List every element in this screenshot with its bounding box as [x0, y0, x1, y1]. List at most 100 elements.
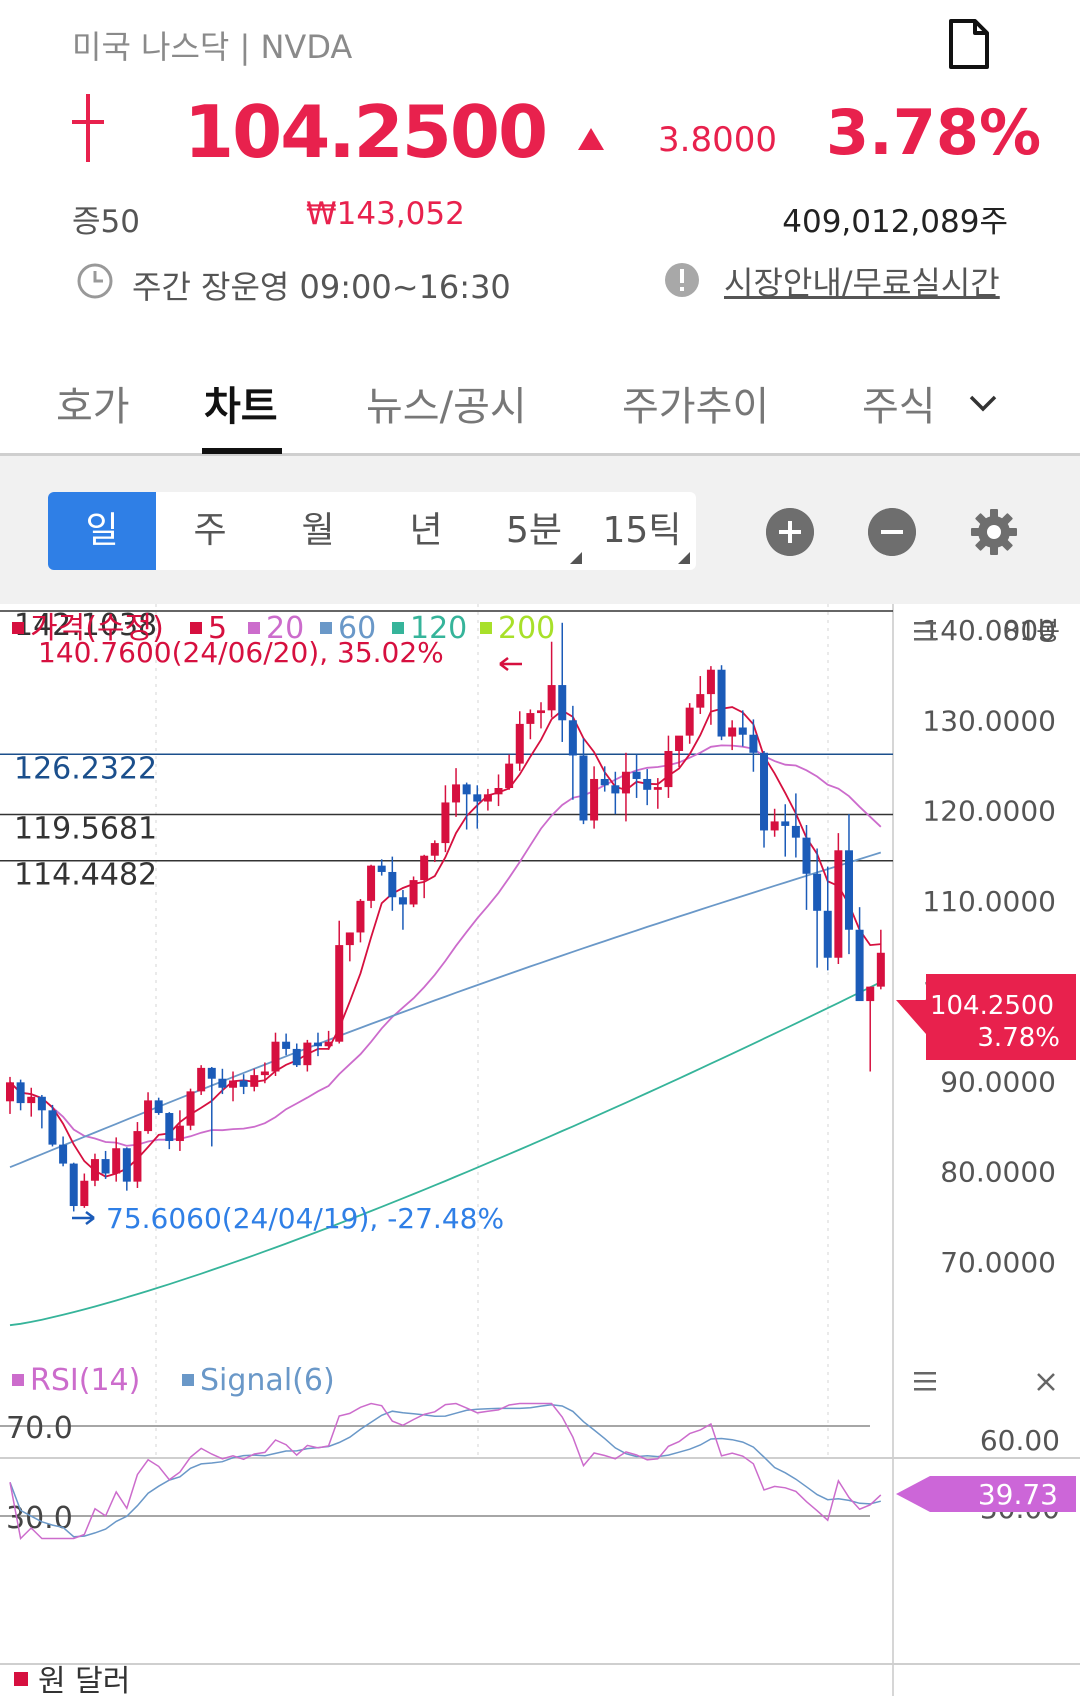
period-5min[interactable]: 5분 — [480, 492, 588, 570]
period-15tick[interactable]: 15틱 — [588, 492, 696, 570]
candle — [6, 1076, 14, 1114]
candle — [515, 711, 524, 771]
period-week[interactable]: 주 — [193, 510, 227, 551]
gear-icon[interactable] — [970, 508, 1018, 556]
candle — [175, 1110, 184, 1151]
legend-swatch — [480, 622, 492, 634]
candle — [186, 1088, 195, 1131]
candle — [452, 768, 461, 817]
candle — [282, 1033, 291, 1056]
candle — [781, 804, 790, 857]
y-axis-tick-label: 80.0000 — [940, 1156, 1056, 1189]
tab-price-trend[interactable]: 주가추이 — [622, 384, 770, 430]
rsi-level-label: 70.0 — [6, 1411, 73, 1446]
high-arrow-icon — [499, 657, 522, 671]
y-axis-tick-label: 140.0000 — [922, 614, 1056, 647]
candle — [197, 1065, 206, 1095]
period-year[interactable]: 년 — [409, 510, 443, 551]
y-axis-tick-label: 70.0000 — [940, 1246, 1056, 1279]
price-chart[interactable]: 142.1038 126.2322 119.5681 114.4482 140.000… — [0, 604, 1080, 1696]
candle — [483, 788, 492, 811]
candle — [345, 932, 354, 962]
legend-swatch — [392, 622, 404, 634]
tab-stock-info[interactable]: 주식 — [862, 384, 936, 430]
chart-menu-icon[interactable] — [914, 622, 936, 641]
price-up-arrow-icon — [72, 94, 104, 162]
y-axis-tick-label: 120.0000 — [922, 795, 1056, 828]
rsi-menu-icon[interactable] — [914, 1372, 936, 1391]
candle — [876, 929, 885, 990]
dropdown-corner-icon — [570, 552, 582, 564]
candle — [101, 1150, 110, 1179]
candle — [260, 1062, 269, 1084]
y-axis-tick-label: 90.0000 — [940, 1065, 1056, 1098]
candle — [229, 1071, 238, 1102]
low-annotation: 75.6060(24/04/19), -27.48% — [106, 1202, 504, 1235]
rsi-value-tag: 39.73 — [896, 1476, 1076, 1512]
period-day[interactable]: 일 — [48, 492, 156, 570]
market-info-link[interactable]: 시장안내/무료실시간 — [724, 264, 1000, 302]
chart-area: 142.1038 126.2322 119.5681 114.4482 140.000… — [0, 604, 1080, 1696]
tab-chart[interactable]: 차트 — [204, 384, 278, 430]
clock-icon — [77, 263, 113, 299]
candle — [664, 735, 673, 798]
close-icon[interactable] — [1037, 1373, 1055, 1391]
candle — [27, 1087, 36, 1117]
tab-news[interactable]: 뉴스/공시 — [366, 384, 527, 430]
candle — [802, 825, 811, 910]
candle — [568, 705, 577, 800]
candle — [738, 710, 747, 747]
chevron-down-icon[interactable] — [968, 388, 998, 418]
chart-toolbar: 일 주 월 년 5분 15틱 — [0, 456, 1080, 604]
candle — [303, 1039, 312, 1072]
legend-label: 60 — [338, 611, 376, 646]
price-krw: ₩143,052 — [306, 196, 465, 232]
candle — [717, 665, 726, 741]
price-change: 3.8000 — [658, 120, 777, 160]
candle — [537, 702, 545, 729]
candle — [324, 1030, 333, 1050]
reference-line-label: 114.4482 — [14, 858, 157, 893]
candle — [90, 1153, 99, 1187]
candle — [112, 1137, 121, 1182]
candle — [388, 856, 397, 911]
rsi-legend-swatch — [182, 1374, 194, 1386]
candle — [335, 920, 344, 1044]
margin-rate: 증50 — [72, 204, 140, 240]
legend-label: 20 — [266, 611, 304, 646]
candle — [207, 1066, 216, 1147]
zoom-in-icon[interactable] — [766, 508, 814, 556]
candle — [69, 1162, 78, 1212]
candle — [494, 774, 503, 807]
dropdown-corner-icon — [678, 552, 690, 564]
rsi-line — [9, 1402, 882, 1541]
legend-swatch — [320, 622, 332, 634]
legend-swatch — [12, 622, 24, 634]
candle — [292, 1043, 301, 1067]
legend-swatch — [190, 622, 202, 634]
zoom-out-icon[interactable] — [868, 508, 916, 556]
candle — [250, 1068, 259, 1092]
tab-orderbook[interactable]: 호가 — [56, 384, 130, 430]
price-tag-value: 104.2500 — [930, 991, 1054, 1021]
legend-label: 120 — [410, 611, 467, 646]
candle — [356, 899, 365, 943]
candle — [643, 769, 652, 806]
candle — [823, 866, 832, 971]
candle — [165, 1112, 174, 1150]
candle — [16, 1079, 25, 1111]
candle — [749, 719, 758, 772]
document-icon[interactable] — [945, 18, 993, 70]
period-5min-label: 5분 — [505, 510, 563, 551]
period-month[interactable]: 월 — [301, 510, 335, 551]
trading-hours: 주간 장운영 09:00~16:30 — [132, 268, 511, 306]
reference-line-label: 119.5681 — [14, 811, 157, 846]
candle — [430, 840, 439, 863]
candle — [122, 1147, 131, 1191]
candle — [133, 1122, 142, 1188]
candle — [611, 771, 620, 815]
price-tag-percent: 3.78% — [977, 1023, 1060, 1053]
current-price-tag: 104.2500 3.78% — [896, 974, 1076, 1060]
period-15tick-label: 15틱 — [602, 510, 682, 551]
candle — [590, 766, 599, 829]
